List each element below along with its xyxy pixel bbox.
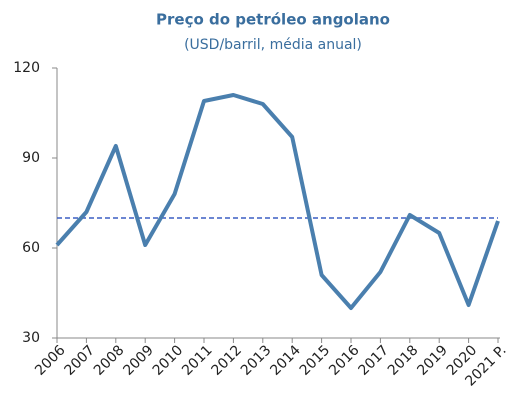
y-tick-label: 60 <box>22 240 40 256</box>
x-tick-label: 2011 <box>179 342 216 379</box>
x-tick-label: 2012 <box>209 342 246 379</box>
x-tick-label: 2009 <box>120 342 157 379</box>
x-tick-label: 2008 <box>91 342 128 379</box>
x-tick-label: 2018 <box>385 342 422 379</box>
x-tick-label: 2014 <box>267 342 304 379</box>
chart-subtitle: (USD/barril, média anual) <box>184 37 362 53</box>
x-tick-label: 2016 <box>326 342 363 379</box>
x-tick-label: 2017 <box>356 342 393 379</box>
x-tick-label: 2010 <box>150 342 187 379</box>
y-tick-label: 90 <box>22 150 40 166</box>
y-tick-label: 30 <box>22 330 40 346</box>
chart-title: Preço do petróleo angolano <box>156 11 390 29</box>
x-tick-label: 2006 <box>32 342 69 379</box>
x-tick-label: 2015 <box>297 342 334 379</box>
line-series <box>55 93 500 310</box>
x-tick-label: 2013 <box>238 342 275 379</box>
x-tick-label: 2019 <box>414 342 451 379</box>
y-tick-label: 120 <box>13 60 40 76</box>
x-tick-label: 2007 <box>62 342 99 379</box>
